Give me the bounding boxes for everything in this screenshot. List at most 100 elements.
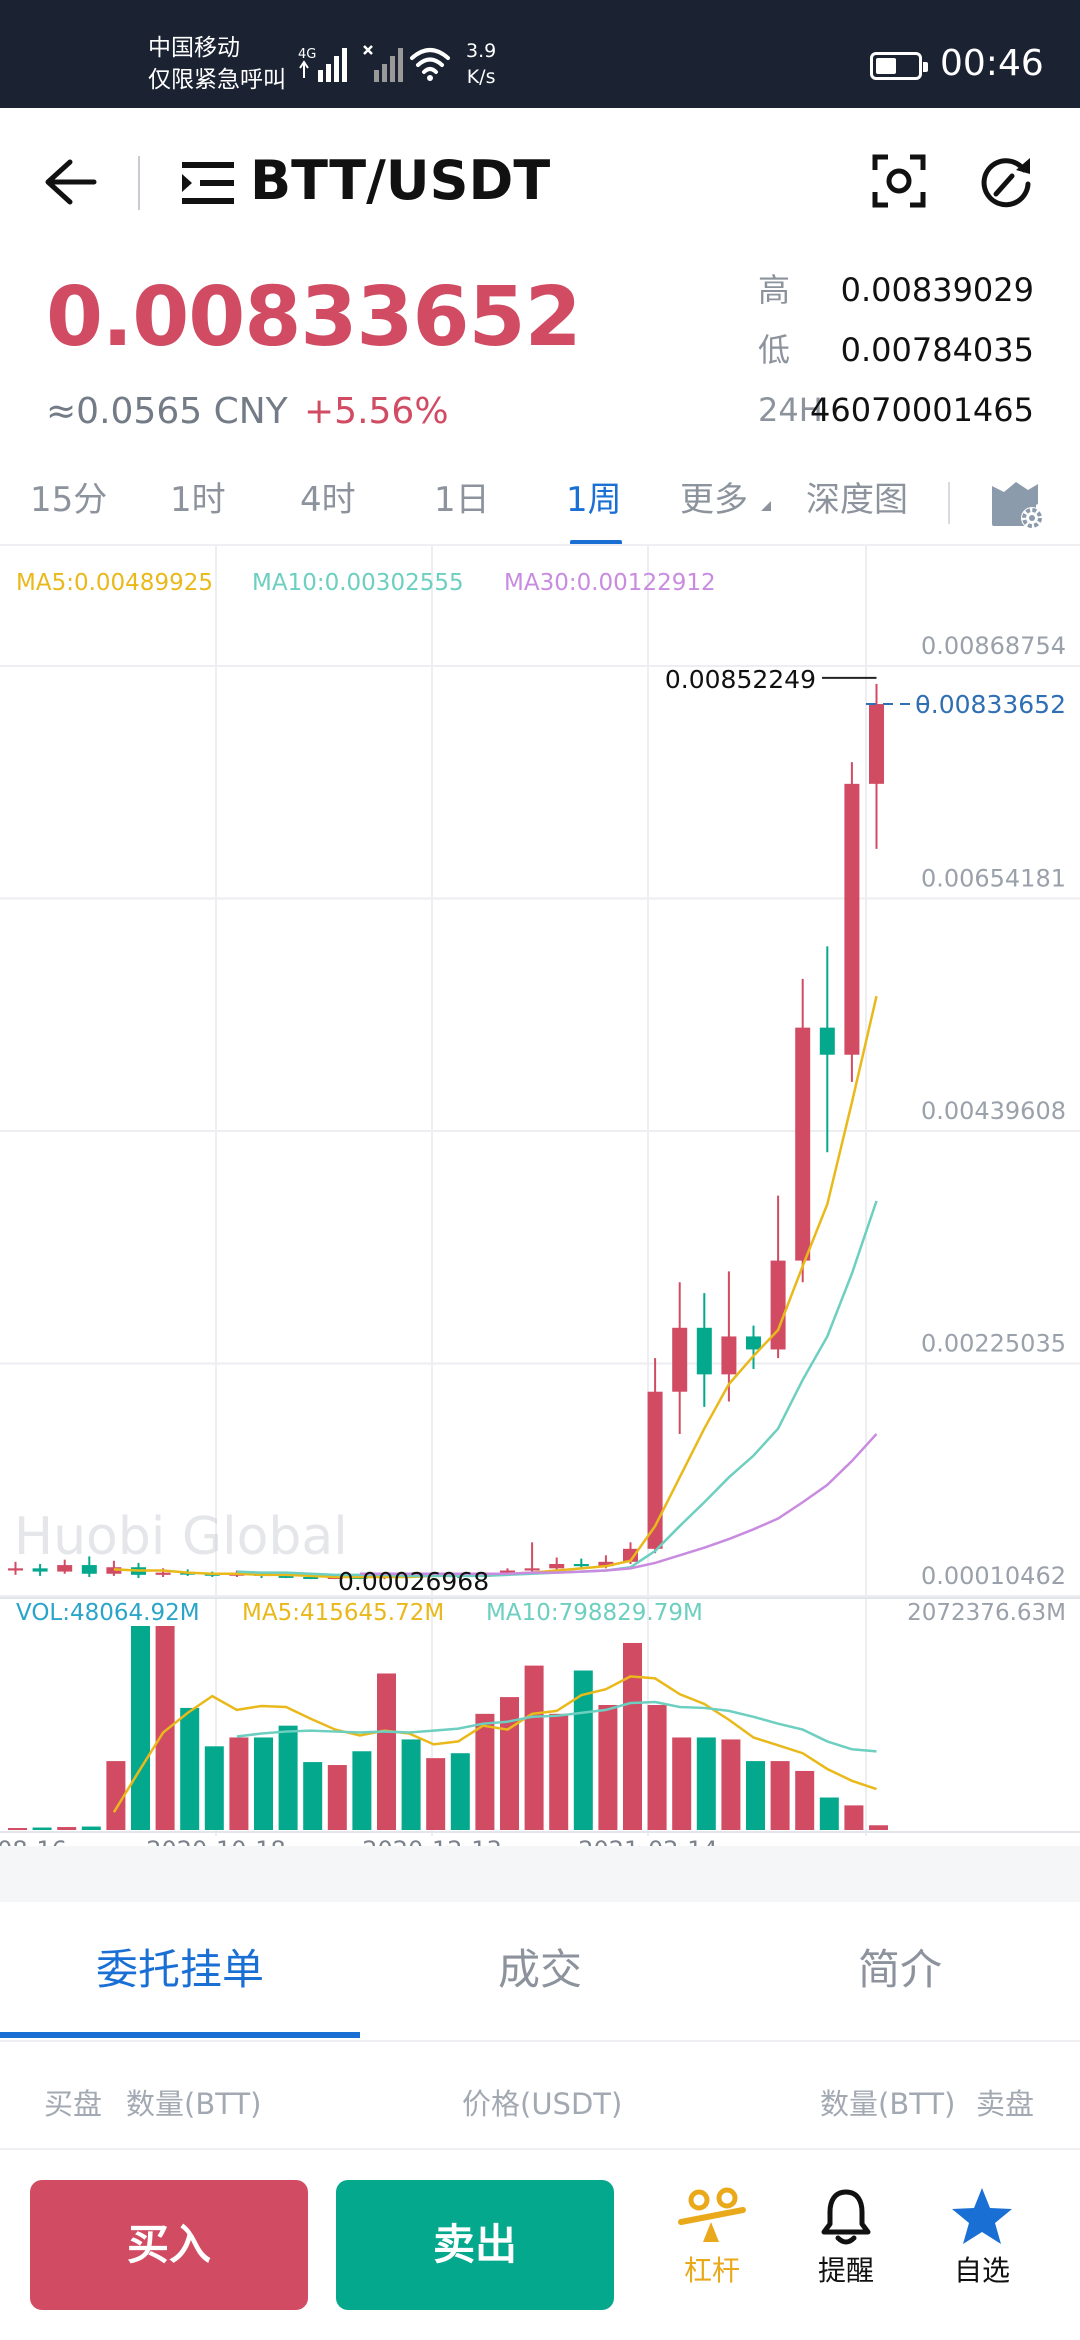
volume-bar [500,1697,519,1830]
volume-bar [426,1758,446,1830]
volume-bar [672,1737,692,1830]
tab-orders[interactable]: 委托挂单 [95,1945,264,1994]
candle-body [869,704,884,784]
alert-nav[interactable]: 提醒 [786,2186,906,2290]
legend-ma10: MA10:0.00302555 [252,570,464,596]
wifi-icon [410,48,450,81]
section-gap [0,1846,1080,1902]
carrier-status: 仅限紧急呼叫 [148,67,286,93]
interval-15m[interactable]: 15分 [30,480,108,520]
carrier-info: 中国移动 仅限紧急呼叫 [148,32,286,96]
candle-body [819,1027,835,1055]
screenshot-button[interactable] [872,154,926,208]
volume-bar [844,1805,864,1830]
volume-24h-value: 46070001465 [810,391,1034,429]
depth-chart-tab[interactable]: 深度图 [806,480,908,520]
leverage-icon [678,2187,746,2242]
watermark: Huobi Global [14,1507,348,1567]
y-tick-label: 0.00654181 [921,865,1066,893]
cell-signal-icon: 4G [298,47,347,82]
volume-bar [450,1753,470,1830]
volume-bar [598,1704,618,1830]
candle-body [549,1563,565,1569]
buy-button[interactable]: 买入 [30,2180,308,2310]
cny-price: ≈0.0565 CNY [46,391,288,432]
detail-tabs: 委托挂单 成交 简介 [0,1902,1080,2042]
ma30-line [359,1433,878,1575]
candle-body [32,1568,48,1572]
candle-body [278,1575,294,1578]
x-tick-label: 2020-10-18 [146,1836,285,1846]
alert-label: 提醒 [817,2254,874,2287]
leverage-label: 杠杆 [683,2254,740,2287]
battery-icon [870,52,928,80]
volume-bar [254,1737,273,1830]
favorite-nav[interactable]: 自选 [922,2186,1042,2290]
volume-bar [57,1827,77,1830]
bell-icon [821,2189,871,2245]
candle-body [623,1548,638,1562]
volume-bar [623,1642,642,1830]
volume-bar [746,1761,765,1830]
network-type: 4G [298,47,316,62]
battery-level [876,58,896,74]
carrier-name: 中国移动 [148,35,240,61]
leverage-nav[interactable]: 杠杆 [652,2186,772,2290]
volume-bar [155,1626,175,1830]
pair-title[interactable]: BTT/USDT [250,149,551,212]
interval-1d[interactable]: 1日 [434,480,490,520]
legend-ma30: MA30:0.00122912 [504,570,716,596]
legend-ma5: MA5:0.00489925 [16,570,213,596]
bottom-action-bar: 买入 卖出 杠杆 提醒 自选 [0,2148,1080,2340]
kline-chart-svg[interactable]: 0.00868754 0.00654181 0.00439608 0.00225035… [0,546,1080,1864]
volume-bar [549,1713,569,1830]
kline-chart[interactable]: 0.00868754 0.00654181 0.00439608 0.00225035… [0,546,1080,1864]
low-label: 低 [758,331,791,369]
interval-4h[interactable]: 4时 [300,480,356,520]
interval-more[interactable]: 更多 [680,478,773,522]
volume-bar [229,1737,249,1830]
interval-1w[interactable]: 1周 [566,480,622,520]
high-value: 0.00839029 [840,271,1034,309]
legend-vol: VOL:48064.92M [16,1600,200,1626]
speed-value: 3.9 [466,40,497,62]
network-speed: 3.9 K/s [466,38,496,90]
volume-bar [81,1826,101,1830]
candle-body [795,1027,811,1261]
sell-button[interactable]: 卖出 [336,2180,614,2310]
tab-intro[interactable]: 简介 [857,1945,942,1994]
price-change: +5.56% [304,391,449,432]
pair-menu-icon[interactable] [182,160,236,206]
back-button[interactable] [40,152,100,212]
interval-divider [0,544,1080,546]
tab-active-indicator [0,2032,360,2038]
candle-body [696,1327,712,1375]
volume-bar [475,1713,495,1830]
volume-bar [106,1761,126,1830]
orderbook-buy-header: 买盘 [44,2087,103,2121]
low-value: 0.00784035 [840,331,1034,369]
interval-1h[interactable]: 1时 [170,480,226,520]
candle-body [8,1568,23,1571]
candle-body [57,1565,73,1572]
volume-bar [352,1751,372,1830]
interval-more-label: 更多 [680,480,748,520]
share-button[interactable] [978,154,1036,210]
candle-body [303,1576,319,1579]
candle-body [672,1327,688,1392]
orderbook-price-header: 价格(USDT) [462,2087,623,2121]
tab-trades[interactable]: 成交 [497,1945,582,1994]
y-tick-label: 0.00225035 [921,1330,1066,1358]
min-annotation: 0.00026968 [338,1567,489,1596]
volume-bar [401,1739,421,1830]
orderbook-qty-left-header: 数量(BTT) [126,2087,262,2121]
volume-max-label: 2072376.63M [907,1600,1066,1626]
candle-body [155,1572,171,1575]
volume-bar [180,1707,200,1830]
volume-bar [131,1626,150,1830]
volume-bar [327,1765,347,1830]
volume-bar [795,1770,815,1830]
volume-bar [869,1825,888,1830]
chart-settings-icon[interactable] [990,478,1046,532]
volume-bar [204,1746,224,1830]
